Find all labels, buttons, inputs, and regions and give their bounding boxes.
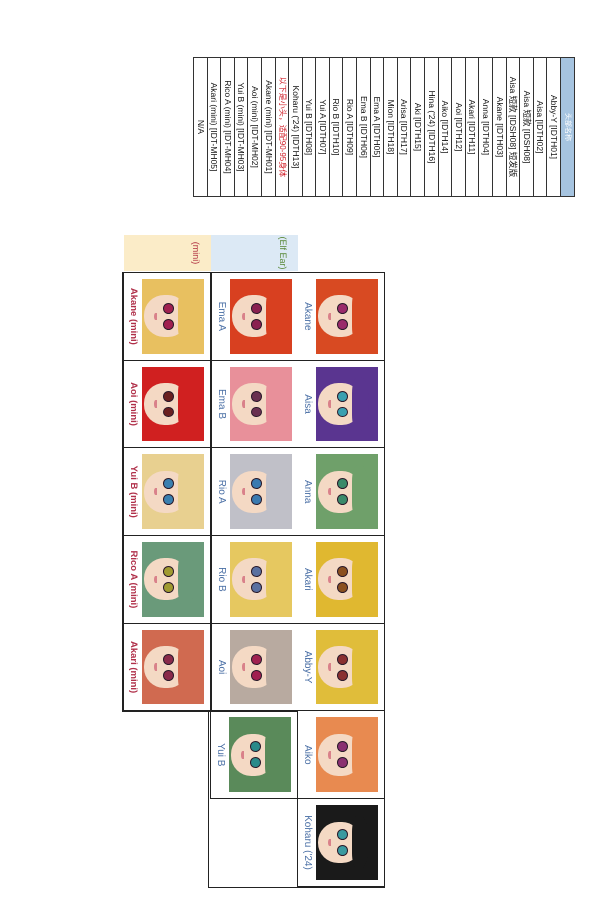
face-photo — [316, 454, 378, 530]
head-list-row: Akane [IDTH03] — [492, 58, 506, 196]
face-name-label: Aisa — [302, 394, 313, 414]
face-name-label: Abby-Y — [302, 650, 313, 684]
head-list-row: Ema A [IDTH05] — [369, 58, 384, 196]
head-list-row: Akari [IDTH11] — [464, 58, 479, 196]
head-list-row: N/A — [195, 119, 206, 135]
face-photo — [230, 542, 292, 617]
face-cell: Akari — [297, 536, 384, 624]
head-list-row: Aisa [IDTH02] — [532, 58, 547, 196]
face-name-label: Rico A (mini) — [128, 550, 139, 609]
face-name-label: Anna — [302, 480, 313, 504]
face-photo — [142, 279, 204, 354]
face-photo — [316, 629, 378, 705]
face-photo — [316, 542, 378, 617]
face-photo — [230, 454, 292, 530]
face-cell: Aoi (mini) — [123, 360, 210, 449]
head-list-row: Ema B [IDTH06] — [356, 58, 370, 196]
head-list-row: Yui B [IDTH08] — [301, 58, 316, 196]
face-cell: Aoi — [211, 623, 298, 712]
face-name-label: Yui B (mini) — [128, 465, 139, 518]
face-name-label: Rio A — [216, 479, 227, 504]
face-name-label: Ema A — [216, 301, 227, 332]
face-name-label: Aiko — [302, 745, 313, 765]
face-cell: Akane — [297, 273, 384, 361]
face-name-label: Akane — [302, 302, 313, 331]
head-list-row: Aoi [IDTH12] — [451, 58, 465, 196]
head-list-row: Abby-Y [IDTH01] — [546, 58, 560, 196]
face-photo — [230, 629, 292, 705]
face-name-label: Ema B — [216, 389, 227, 420]
head-list-row: Akari (mini) [IDT-MH05] — [206, 58, 221, 196]
face-photo — [230, 279, 292, 354]
face-name-label: Akari — [302, 568, 313, 591]
head-list-row: Koharu ('24) [IDTH13] — [288, 58, 302, 196]
face-photo — [230, 366, 292, 442]
head-list-row: Akane (mini) [IDT-MH01] — [260, 58, 275, 196]
face-photo — [316, 717, 378, 793]
head-list-row: Arisa [IDTH17] — [396, 58, 411, 196]
face-cell: Anna — [297, 448, 384, 537]
face-cell: Yui B — [210, 711, 297, 800]
head-list-row: Aisa 短款 [IDSH08] 短发版 — [505, 58, 520, 196]
head-list-table: 头部名称 Abby-Y [IDTH01] Aisa [IDTH02] Aisa 短款… — [192, 57, 575, 197]
head-list-row: Rio B [IDTH10] — [328, 58, 343, 196]
head-list-row: Rio A [IDTH09] — [342, 58, 357, 196]
face-name-label: Koharu ('24) — [302, 815, 313, 870]
elf-ear-label-box: (Elf Ear) — [211, 235, 298, 271]
face-photo — [142, 629, 204, 705]
face-cell: Aiko — [297, 711, 384, 800]
head-list-row: Aoi (mini) [IDT-MH02] — [247, 58, 261, 196]
face-name-label: Aoi (mini) — [128, 382, 139, 426]
face-photo — [316, 805, 378, 880]
mini-label: (mini) — [191, 241, 201, 265]
head-list-row: Aki [IDTH15] — [410, 58, 425, 196]
face-name-label: Yui B — [215, 743, 226, 767]
head-list-row: Aiko [IDTH14] — [437, 58, 452, 196]
face-name-label: Akari (mini) — [128, 640, 139, 694]
head-list-row: Anna [IDTH04] — [478, 58, 493, 196]
face-name-label: Aoi — [216, 659, 227, 675]
face-cell: Rio A — [211, 448, 298, 537]
face-cell: Rico A (mini) — [123, 536, 210, 624]
face-cell: Akane (mini) — [123, 273, 210, 361]
face-name-label: Rio B — [216, 567, 227, 592]
head-list-row: 以下是小头，适配90-95身体 — [274, 58, 289, 196]
face-cell: Ema A — [211, 273, 298, 361]
face-grid-mini: Akane (mini) Aoi (mini) Yui B (mini) Rico A… — [122, 272, 211, 712]
face-name-label: Akane (mini) — [128, 287, 139, 345]
head-list-row: Rico A (mini) [IDT-MH04] — [220, 58, 234, 196]
head-list-header: 头部名称 — [560, 58, 574, 196]
elf-ear-label: (Elf Ear) — [278, 236, 288, 270]
mini-label-box: (mini) — [124, 235, 211, 271]
face-photo — [142, 542, 204, 617]
face-cell: Yui B (mini) — [123, 448, 210, 537]
head-list-row: Hina ('24) [IDTH16] — [424, 58, 438, 196]
head-list-row: Yui B (mini) [IDT-MH03] — [233, 58, 248, 196]
face-grid-elf: Ema A Ema B Rio A Rio B Aoi — [210, 272, 298, 712]
face-photo — [316, 279, 378, 354]
face-cell: Abby-Y — [297, 623, 384, 712]
face-cell: Koharu ('24) — [297, 799, 384, 887]
face-cell: Ema B — [211, 360, 298, 449]
head-list-row: Aisa 短款 [IDSH08] — [519, 58, 533, 196]
face-photo — [142, 366, 204, 442]
face-photo — [142, 454, 204, 530]
face-cell: Akari (mini) — [123, 623, 210, 712]
head-list-row: Yui A [IDTH07] — [315, 58, 329, 196]
face-photo — [229, 717, 291, 793]
face-cell: Rio B — [211, 536, 298, 624]
face-cell: Aisa — [297, 360, 384, 449]
head-list-row: Mion [IDTH18] — [383, 58, 397, 196]
face-photo — [316, 366, 378, 442]
